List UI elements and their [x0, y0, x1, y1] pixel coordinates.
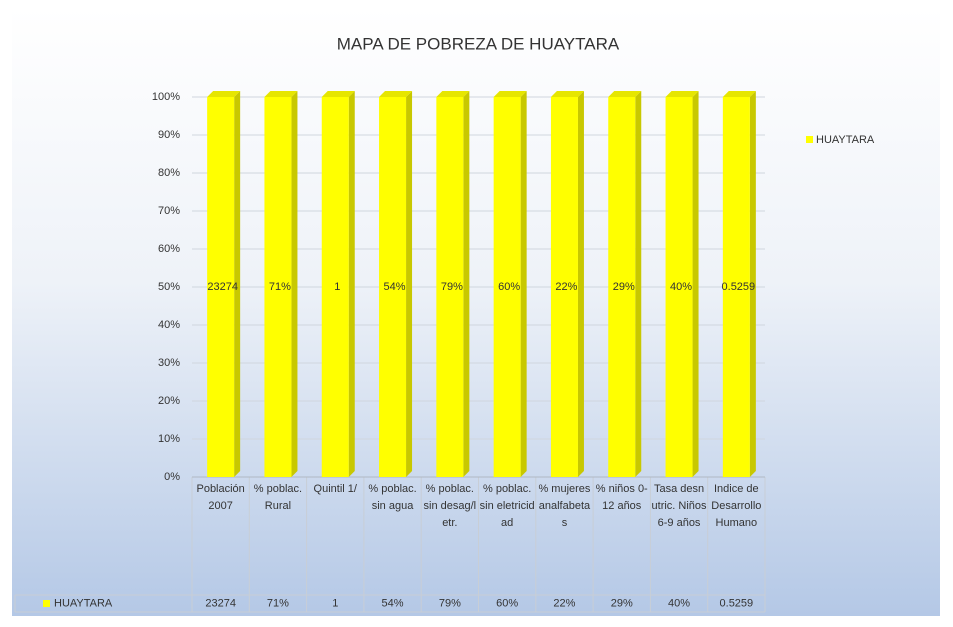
bar: [665, 97, 693, 477]
data-label: 1: [334, 281, 340, 293]
x-tick-label: % poblac. sin desag/letr.: [423, 483, 477, 529]
chart-title: MAPA DE POBREZA DE HUAYTARA: [337, 34, 620, 53]
bar-top: [207, 91, 241, 97]
bar: [608, 97, 636, 477]
legend-key: [43, 600, 50, 607]
data-label: 71%: [269, 281, 291, 293]
bar-top: [379, 91, 413, 97]
y-tick-label: 90%: [158, 129, 180, 141]
bar-side: [520, 91, 527, 477]
bar-side: [577, 91, 584, 477]
x-tick-label: Tasa desnutric. Niños 6-9 años: [651, 483, 707, 529]
bar-side: [348, 91, 355, 477]
x-tick-label-box: % niños 0-12 años: [595, 483, 648, 512]
x-tick-label: Población 2007: [196, 483, 245, 512]
bar-top: [550, 91, 584, 97]
bar-top: [436, 91, 470, 97]
bar-top: [608, 91, 642, 97]
table-cell: 71%: [267, 597, 289, 609]
table-cell: 40%: [668, 597, 690, 609]
bar-side: [234, 91, 241, 477]
x-tick-label: % poblac. sin agua: [368, 483, 417, 512]
chart-background: [12, 8, 940, 616]
table-series-name: HUAYTARA: [54, 597, 113, 609]
data-label: 54%: [384, 281, 406, 293]
table-cell: 22%: [553, 597, 575, 609]
bar-side: [635, 91, 642, 477]
data-label: 23274: [207, 281, 238, 293]
y-tick-label: 10%: [158, 433, 180, 445]
bar-side: [406, 91, 413, 477]
data-label: 79%: [441, 281, 463, 293]
bar-side: [463, 91, 470, 477]
bar-top: [493, 91, 527, 97]
x-tick-label-box: Quintil 1/: [313, 483, 357, 495]
data-label: 60%: [498, 281, 520, 293]
x-tick-label-box: % poblac. sin desag/letr.: [423, 483, 477, 529]
x-tick-label-box: Tasa desnutric. Niños 6-9 años: [651, 483, 707, 529]
x-tick-label-box: Indice de Desarrollo Humano: [711, 483, 762, 529]
bar: [379, 97, 407, 477]
y-tick-label: 20%: [158, 395, 180, 407]
bar: [493, 97, 521, 477]
x-tick-label: Quintil 1/: [313, 483, 357, 495]
table-cell: 1: [332, 597, 338, 609]
x-tick-label-box: % poblac. sin eletricidad: [479, 483, 535, 529]
bar-side: [749, 91, 756, 477]
x-tick-label-box: % mujeres analfabetas: [538, 483, 591, 529]
data-label: 29%: [613, 281, 635, 293]
bar-top: [665, 91, 699, 97]
table-cell: 54%: [382, 597, 404, 609]
bar-top: [321, 91, 355, 97]
data-label: 40%: [670, 281, 692, 293]
bar: [436, 97, 464, 477]
x-tick-label-box: % poblac. sin agua: [368, 483, 417, 512]
x-tick-label: Indice de Desarrollo Humano: [711, 483, 762, 529]
table-cell: 23274: [205, 597, 236, 609]
data-label: 0.5259: [722, 281, 756, 293]
x-tick-label: % mujeres analfabetas: [538, 483, 591, 529]
table-cell: 60%: [496, 597, 518, 609]
table-cell: 0.5259: [720, 597, 754, 609]
x-tick-label-box: Población 2007: [196, 483, 245, 512]
bar-top: [722, 91, 756, 97]
bar: [722, 97, 750, 477]
bar: [264, 97, 292, 477]
y-tick-label: 30%: [158, 357, 180, 369]
y-tick-label: 50%: [158, 281, 180, 293]
y-tick-label: 70%: [158, 205, 180, 217]
legend-label: HUAYTARA: [816, 134, 875, 146]
y-tick-label: 80%: [158, 167, 180, 179]
table-cell: 29%: [611, 597, 633, 609]
y-tick-label: 60%: [158, 243, 180, 255]
x-tick-label-box: % poblac. Rural: [253, 483, 303, 512]
bar: [550, 97, 578, 477]
legend-key: [806, 136, 813, 143]
bar-top: [264, 91, 298, 97]
x-tick-label: % poblac. Rural: [253, 483, 303, 512]
x-tick-label: % poblac. sin eletricidad: [479, 483, 535, 529]
y-tick-label: 40%: [158, 319, 180, 331]
bar-side: [291, 91, 298, 477]
data-label: 22%: [555, 281, 577, 293]
bar-side: [692, 91, 699, 477]
x-tick-label: % niños 0-12 años: [595, 483, 648, 512]
table-cell: 79%: [439, 597, 461, 609]
y-tick-label: 0%: [164, 471, 180, 483]
y-tick-label: 100%: [152, 91, 180, 103]
bar: [207, 97, 235, 477]
bar: [321, 97, 349, 477]
